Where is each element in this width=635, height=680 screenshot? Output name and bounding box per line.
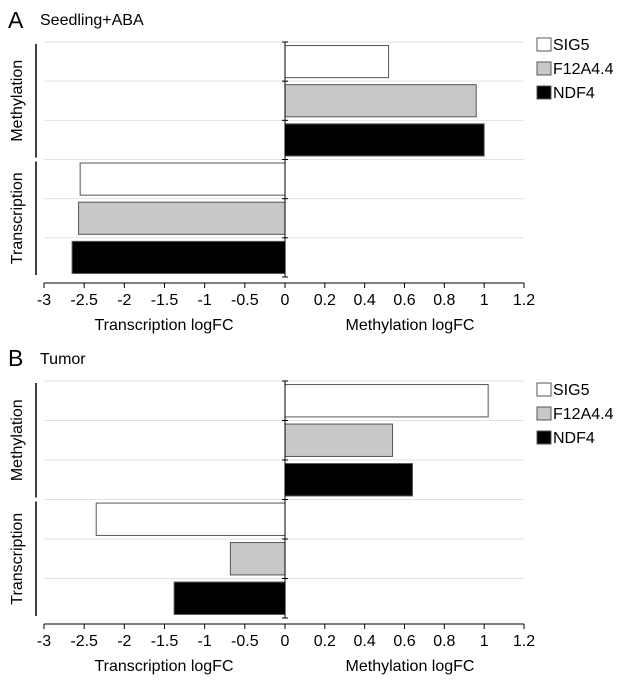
bar-methylation-ndf4 [284, 463, 413, 497]
x-tick-label: -1 [198, 633, 212, 650]
x-tick-label: 0 [281, 633, 290, 650]
x-tick-label: 0.6 [393, 292, 415, 309]
group-label-methylation: Methylation [9, 399, 26, 481]
bar-transcription-sig5 [79, 162, 286, 196]
panel-letter: A [8, 7, 24, 33]
x-tick-label: -0.5 [231, 633, 259, 650]
x-tick-label: 1 [480, 292, 489, 309]
x-tick-label: -2.5 [70, 292, 98, 309]
x-tick-label: -3 [37, 633, 51, 650]
legend-swatch-ndf4 [536, 85, 552, 100]
x-tick-label: 1 [480, 633, 489, 650]
x-tick-label: -1.5 [151, 292, 179, 309]
x-tick-label: 0.4 [354, 633, 376, 650]
x-tick-label: -3 [37, 292, 51, 309]
x-tick-label: 1.2 [513, 292, 535, 309]
bar-methylation-sig5 [284, 45, 390, 79]
legend: SIG5 F12A4.4 NDF4 [536, 37, 614, 102]
bar-transcription-ndf4 [173, 581, 286, 615]
x-tick-label: 0.2 [314, 292, 336, 309]
x-tick-label: 0 [281, 292, 290, 309]
x-tick-label: 0.8 [433, 633, 455, 650]
bar-transcription-ndf4 [71, 240, 286, 274]
bar-methylation-sig5 [284, 384, 489, 418]
legend-label: NDF4 [553, 430, 595, 447]
x-tick-label: -2.5 [70, 633, 98, 650]
bar-methylation-f12a44 [284, 84, 477, 118]
legend: SIG5 F12A4.4 NDF4 [536, 382, 614, 447]
x-axis-label-right: Methylation logFC [346, 317, 475, 334]
bar-methylation-ndf4 [284, 123, 485, 157]
bar-transcription-f12a44 [229, 542, 286, 576]
x-tick-label: 0.8 [433, 292, 455, 309]
chart-panel-a: A Seedling+ABA Methylation Transcription -3 -… [8, 7, 614, 334]
bar-methylation-f12a44 [284, 423, 394, 457]
x-tick-label: 0.4 [354, 292, 376, 309]
x-axis-label-left: Transcription logFC [94, 658, 233, 675]
bar-transcription-f12a44 [78, 201, 286, 235]
legend-swatch-sig5 [536, 382, 552, 397]
legend-swatch-f12a44 [536, 406, 552, 421]
legend-label: F12A4.4 [553, 406, 614, 423]
x-tick-label: -1.5 [151, 633, 179, 650]
x-tick-label: -2 [117, 633, 131, 650]
legend-label: SIG5 [553, 37, 590, 54]
group-label-methylation: Methylation [9, 60, 26, 142]
group-label-transcription: Transcription [9, 172, 26, 264]
chart-panel-b: B Tumor Methylation Transcription -3 -2.5 -2 -1… [8, 345, 614, 675]
legend-swatch-f12a44 [536, 61, 552, 76]
group-label-transcription: Transcription [9, 513, 26, 605]
legend-swatch-sig5 [536, 37, 552, 52]
x-tick-label: -1 [198, 292, 212, 309]
legend-label: NDF4 [553, 85, 595, 102]
legend-label: SIG5 [553, 382, 590, 399]
x-tick-label: -0.5 [231, 292, 259, 309]
chart-title: Tumor [40, 351, 86, 368]
x-tick-label: 0.6 [393, 633, 415, 650]
bar-transcription-sig5 [95, 502, 286, 536]
legend-label: F12A4.4 [553, 61, 614, 78]
x-tick-label: 0.2 [314, 633, 336, 650]
panel-letter: B [8, 345, 23, 371]
x-axis-label-right: Methylation logFC [346, 658, 475, 675]
x-axis-label-left: Transcription logFC [94, 317, 233, 334]
legend-swatch-ndf4 [536, 430, 552, 445]
x-tick-label: 1.2 [513, 633, 535, 650]
chart-title: Seedling+ABA [40, 12, 144, 29]
x-tick-label: -2 [117, 292, 131, 309]
